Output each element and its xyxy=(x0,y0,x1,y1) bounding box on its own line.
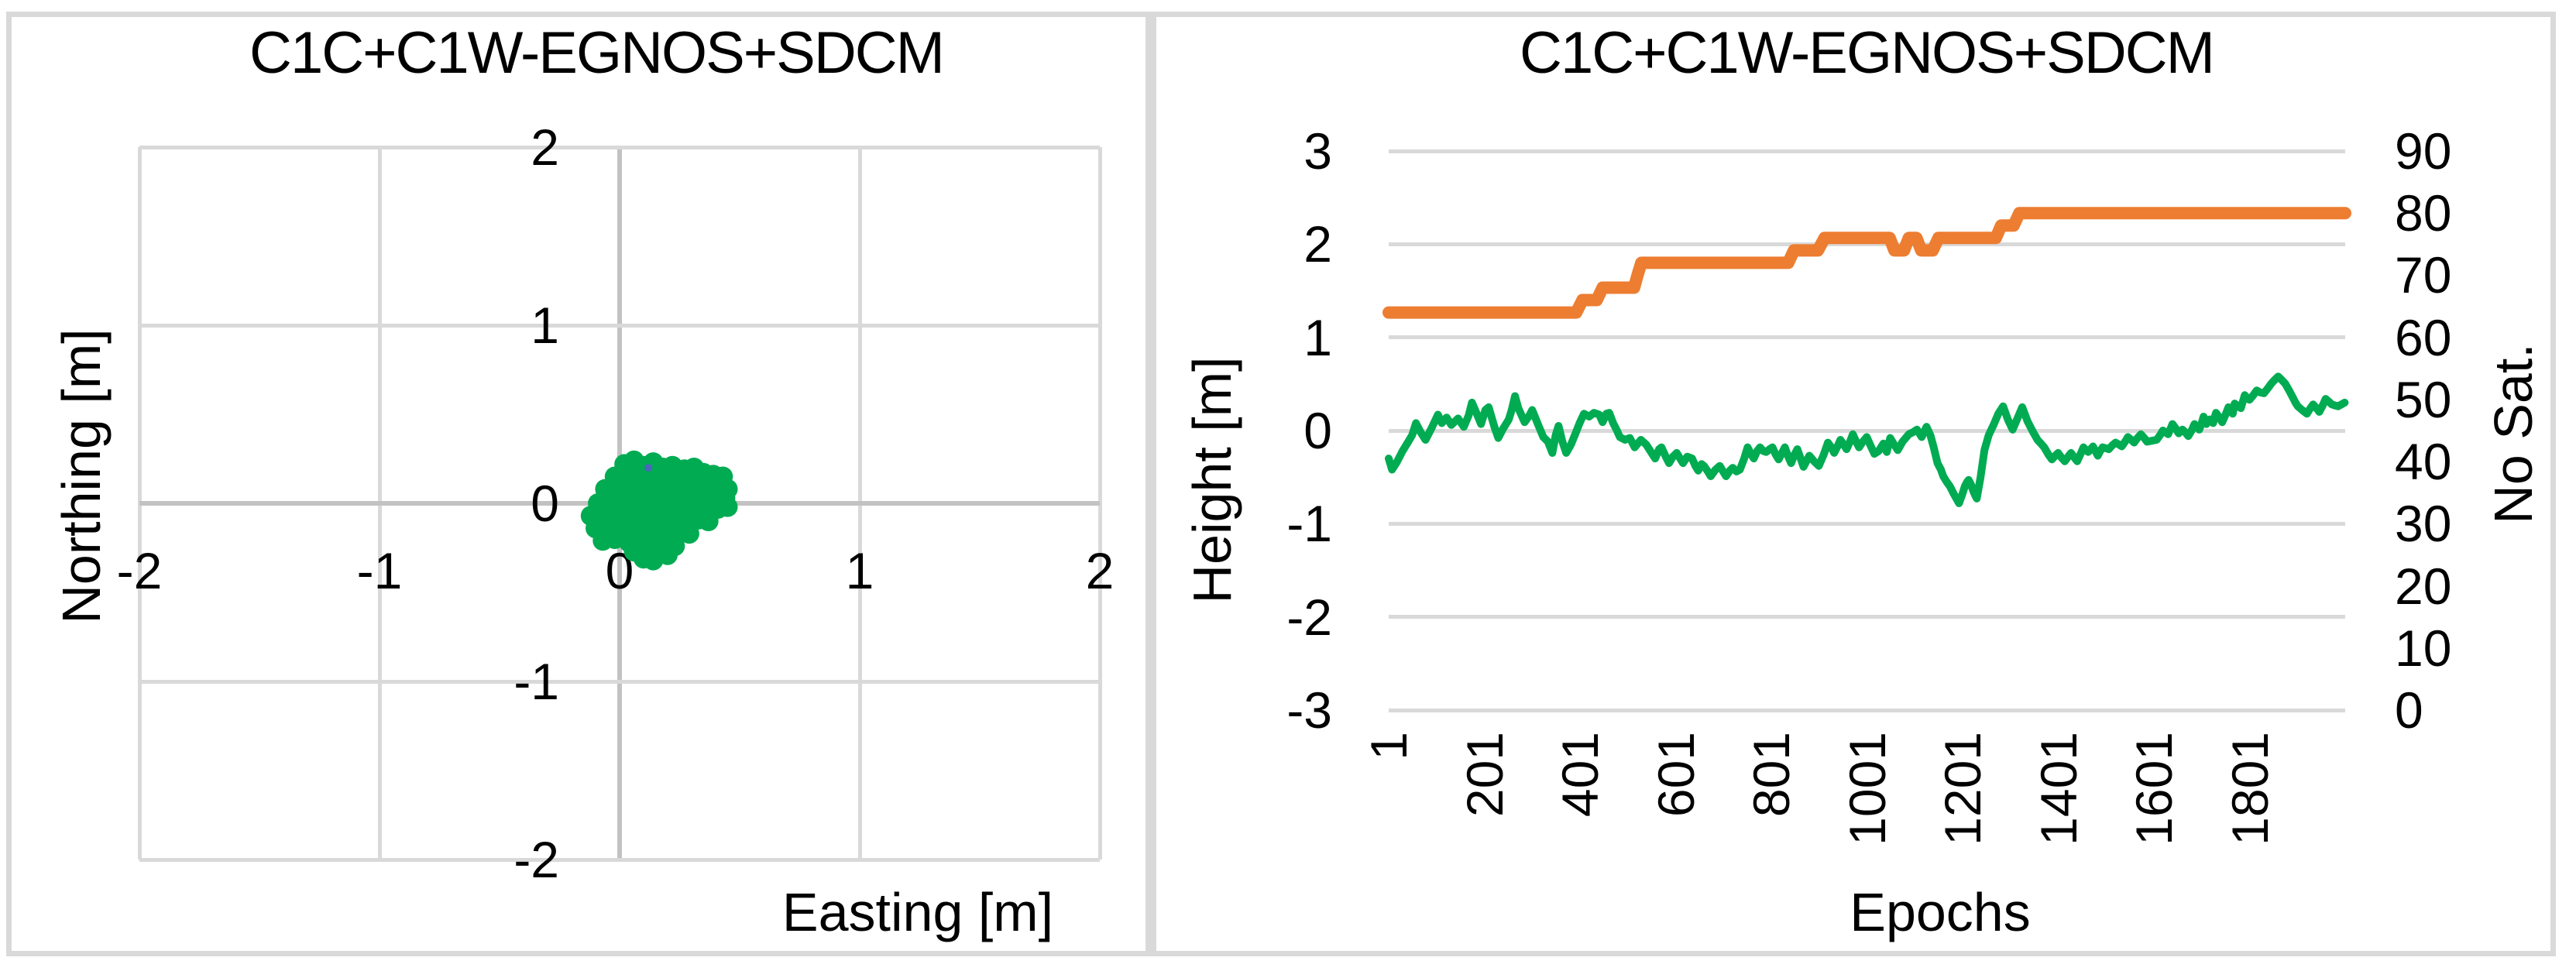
horizontal-gridline xyxy=(139,857,1100,862)
right-y-tick-label: 20 xyxy=(2395,557,2452,615)
horizontal-gridline xyxy=(1389,521,2345,526)
x-tick-label: -1 xyxy=(356,542,403,599)
scatter-chart-panel xyxy=(6,12,1151,956)
x-tick-label: 2 xyxy=(1085,542,1115,599)
right-y-tick-label: 40 xyxy=(2395,433,2452,491)
left-y-tick-label: 1 xyxy=(1303,308,1332,366)
left-y-tick-label: 3 xyxy=(1303,122,1332,180)
position-solutions-marker xyxy=(678,523,699,544)
horizontal-gridline xyxy=(139,679,1100,684)
y-tick-label: 1 xyxy=(531,297,559,354)
right-y-tick-label: 0 xyxy=(2395,681,2423,739)
y-tick-label: 0 xyxy=(531,475,559,532)
height-line xyxy=(1385,372,2349,507)
right-y-tick-label: 80 xyxy=(2395,184,2452,242)
y-tick-label: -2 xyxy=(513,831,559,888)
position-solutions-marker xyxy=(698,511,719,531)
timeseries-chart-panel xyxy=(1151,12,2556,956)
horizontal-gridline xyxy=(1389,335,2345,340)
horizontal-gridline xyxy=(139,145,1100,149)
reference-point-marker xyxy=(644,464,653,472)
no-sat-line xyxy=(1382,207,2351,319)
right-y-tick-label: 30 xyxy=(2395,495,2452,553)
x-tick-label: -2 xyxy=(116,542,163,599)
left-y-tick-label: 2 xyxy=(1303,215,1332,273)
left-y-tick-label: -3 xyxy=(1286,681,1332,739)
right-y-tick-label: 70 xyxy=(2395,246,2452,304)
y-tick-label: 2 xyxy=(531,118,559,176)
epochs-axis-title: Epochs xyxy=(1850,882,2031,942)
right-y-tick-label: 90 xyxy=(2395,122,2452,180)
horizontal-gridline xyxy=(1389,428,2345,433)
x-tick-label: 1 xyxy=(845,542,874,599)
position-solutions-marker xyxy=(717,496,738,517)
horizontal-gridline xyxy=(1389,149,2345,153)
left-y-tick-label: 0 xyxy=(1303,402,1332,459)
horizontal-gridline xyxy=(1389,708,2345,712)
y-tick-label: -1 xyxy=(513,653,559,710)
vertical-gridline xyxy=(1097,147,1102,860)
right-y-tick-label: 10 xyxy=(2395,619,2452,677)
position-solutions-marker xyxy=(643,550,664,571)
left-y-tick-label: -2 xyxy=(1286,588,1332,646)
right-y-tick-label: 50 xyxy=(2395,370,2452,428)
horizontal-gridline xyxy=(1389,615,2345,619)
right-y-tick-label: 60 xyxy=(2395,308,2452,366)
left-y-tick-label: -1 xyxy=(1286,495,1332,553)
scatter-chart-title: C1C+C1W-EGNOS+SDCM xyxy=(249,20,945,86)
easting-axis-title: Easting [m] xyxy=(781,882,1054,942)
horizontal-gridline xyxy=(1389,242,2345,246)
timeseries-chart-title: C1C+C1W-EGNOS+SDCM xyxy=(1520,20,2215,86)
horizontal-gridline xyxy=(139,323,1100,328)
